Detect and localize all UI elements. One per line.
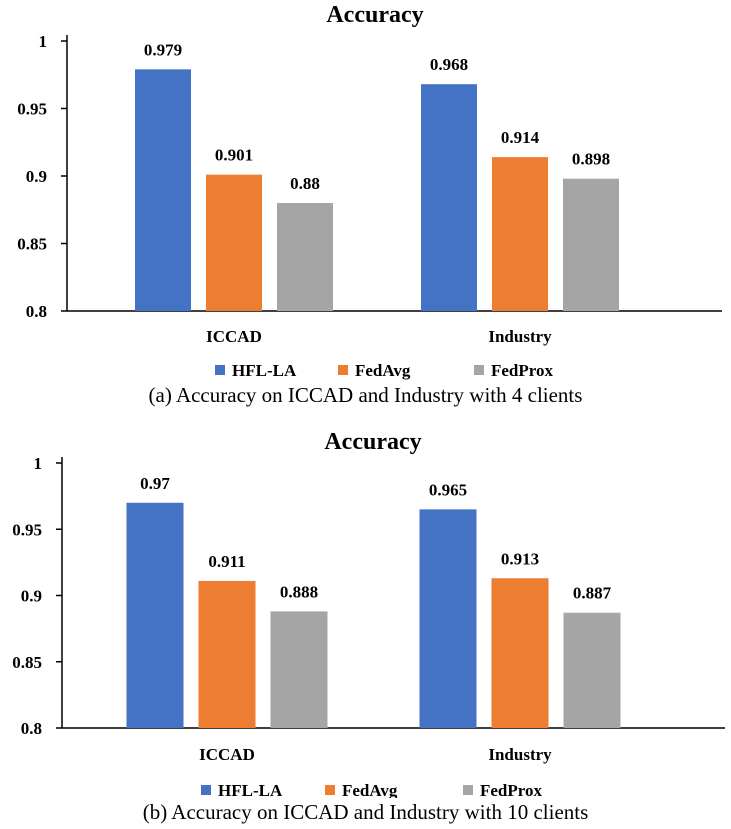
legend-swatch — [463, 785, 473, 795]
bar-fedavg-industry — [492, 157, 548, 311]
bar-fedavg-industry — [491, 578, 549, 728]
y-tick-label: 0.85 — [17, 235, 47, 254]
x-category-label: Industry — [488, 327, 552, 346]
y-tick-label: 1 — [34, 454, 43, 473]
y-tick-label: 0.85 — [12, 653, 42, 672]
x-category-label: Industry — [488, 745, 552, 764]
legend-swatch — [325, 785, 335, 795]
data-label: 0.901 — [215, 146, 253, 165]
y-tick-label: 0.9 — [21, 587, 42, 606]
legend-label: HFL-LA — [218, 781, 283, 798]
data-label: 0.88 — [290, 174, 320, 193]
bar-hfl-la-industry — [421, 84, 477, 311]
bar-fedprox-iccad — [270, 611, 328, 728]
data-label: 0.911 — [208, 552, 245, 571]
data-label: 0.888 — [280, 582, 318, 601]
legend-swatch — [215, 365, 225, 375]
bar-hfl-la-iccad — [126, 502, 184, 728]
y-tick-label: 0.8 — [21, 719, 42, 738]
bar-fedprox-iccad — [277, 203, 333, 311]
y-tick-label: 1 — [39, 32, 48, 51]
bar-fedprox-industry — [563, 178, 619, 311]
legend-label: FedAvg — [342, 781, 398, 798]
data-label: 0.898 — [572, 150, 610, 169]
caption-b: (b) Accuracy on ICCAD and Industry with … — [142, 800, 589, 824]
caption-a: (a) Accuracy on ICCAD and Industry with … — [148, 383, 583, 407]
data-label: 0.965 — [429, 480, 467, 499]
data-label: 0.979 — [144, 40, 182, 59]
bar-hfl-la-industry — [419, 509, 477, 728]
chart-title: Accuracy — [326, 2, 423, 28]
x-category-label: ICCAD — [199, 745, 255, 764]
y-tick-label: 0.9 — [26, 167, 47, 186]
accuracy-chart-4-clients: Accuracy 0.8 0.85 0.9 0.95 1 0.979 0.901 0.88 ICC… — [17, 2, 722, 380]
legend-label: FedAvg — [355, 361, 411, 380]
legend-swatch — [338, 365, 348, 375]
figure-b: Accuracy 0.8 0.85 0.9 0.95 1 0.97 0.911 0.888 ICC… — [0, 421, 731, 829]
bar-fedavg-iccad — [198, 580, 256, 728]
bar-fedprox-industry — [563, 612, 621, 728]
figure-a: Accuracy 0.8 0.85 0.9 0.95 1 0.979 0.901 0.88 ICC… — [0, 0, 731, 414]
data-label: 0.968 — [430, 55, 468, 74]
data-label: 0.887 — [573, 584, 612, 603]
data-label: 0.913 — [501, 549, 539, 568]
y-tick-label: 0.95 — [12, 520, 42, 539]
y-tick-label: 0.95 — [17, 100, 47, 119]
y-tick-label: 0.8 — [26, 302, 47, 321]
x-category-label: ICCAD — [206, 327, 262, 346]
bar-hfl-la-iccad — [135, 69, 191, 311]
data-label: 0.914 — [501, 128, 540, 147]
data-label: 0.97 — [140, 474, 170, 493]
legend-swatch — [474, 365, 484, 375]
legend-label: FedProx — [491, 361, 554, 380]
chart-title: Accuracy — [324, 429, 421, 455]
legend-swatch — [201, 785, 211, 795]
accuracy-chart-10-clients: Accuracy 0.8 0.85 0.9 0.95 1 0.97 0.911 0.888 ICC… — [12, 429, 725, 800]
bar-fedavg-iccad — [206, 174, 262, 311]
legend-label: HFL-LA — [232, 361, 297, 380]
legend-label: FedProx — [480, 781, 543, 798]
